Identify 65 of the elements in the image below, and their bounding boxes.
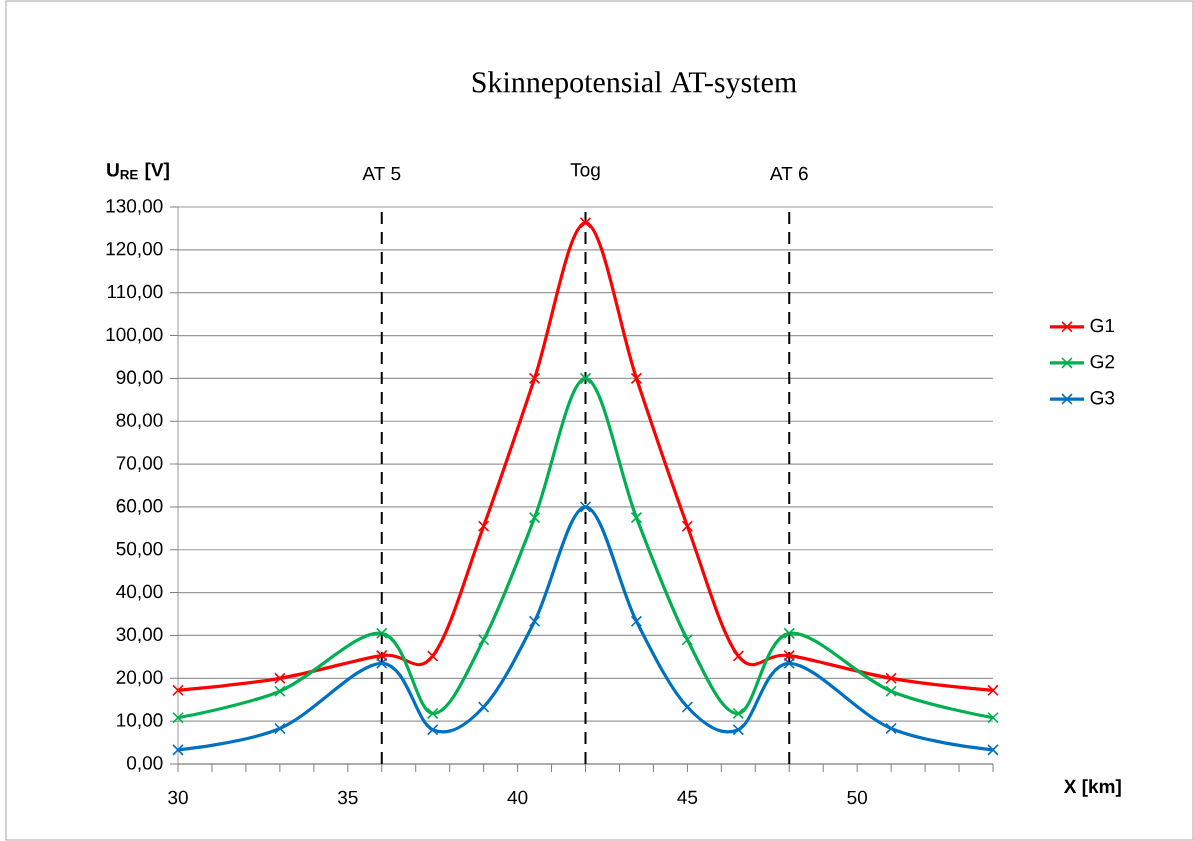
x-tick-label: 45 — [677, 790, 698, 804]
legend-label: G3 — [1090, 391, 1115, 405]
point — [987, 684, 999, 697]
y-tick-label: 120,00 — [106, 241, 163, 258]
point — [172, 711, 184, 724]
x-tick-label: 50 — [847, 790, 867, 805]
point — [732, 723, 745, 736]
ref-line-label: AT 5 — [362, 167, 401, 181]
y-tick-label: 10,00 — [117, 713, 163, 730]
ref-line-label: Tog — [570, 163, 600, 181]
point — [579, 217, 592, 229]
point — [528, 372, 541, 385]
point — [732, 707, 745, 720]
point — [477, 520, 490, 532]
y-tick-label: 20,00 — [116, 670, 163, 687]
point — [579, 372, 592, 385]
point — [376, 649, 388, 662]
x-tick-label: 40 — [507, 790, 528, 805]
legend-label: G1 — [1090, 318, 1115, 333]
point — [783, 657, 795, 670]
point — [630, 615, 643, 628]
y-tick-label: 60,00 — [116, 499, 163, 515]
y-tick-label: 40,00 — [116, 584, 163, 601]
point — [376, 627, 388, 640]
point — [783, 627, 795, 640]
ref-line-label: AT 6 — [769, 166, 808, 181]
text: U$_{RE}$ [V] — [107, 162, 169, 181]
point — [528, 511, 541, 524]
point — [426, 707, 439, 720]
point — [172, 684, 184, 697]
y-tick-label: 130,00 — [106, 199, 163, 215]
point — [681, 520, 694, 532]
point — [732, 650, 745, 662]
point — [274, 672, 286, 685]
point — [885, 672, 897, 685]
point — [885, 722, 897, 735]
y-tick-label: 110,00 — [108, 284, 163, 301]
point — [987, 711, 999, 724]
point — [172, 744, 184, 756]
y-tick-label: 0,00 — [127, 756, 163, 772]
y-tick-label: 50,00 — [116, 541, 163, 558]
point — [274, 722, 286, 735]
x-tick-label: 30 — [168, 790, 188, 805]
x-axis-title: X [km] — [1063, 779, 1121, 797]
point — [528, 615, 541, 628]
point — [630, 372, 643, 385]
point — [579, 501, 592, 513]
point — [477, 633, 490, 646]
x-tick-label: 35 — [337, 790, 358, 805]
point — [783, 649, 795, 662]
point — [426, 650, 439, 662]
point — [630, 511, 643, 524]
point — [885, 685, 897, 697]
point — [987, 744, 999, 756]
y-tick-label: 80,00 — [116, 413, 163, 430]
y-tick-label: 100,00 — [106, 327, 163, 344]
legend-label: G2 — [1090, 354, 1115, 369]
y-tick-label: 30,00 — [116, 627, 163, 644]
point — [426, 723, 439, 736]
chart-title: Skinnepotensial AT-system — [472, 71, 797, 99]
point — [274, 685, 286, 697]
y-tick-label: 70,00 — [116, 456, 163, 472]
point — [681, 633, 694, 646]
point — [376, 657, 388, 670]
y-tick-label: 90,00 — [116, 370, 163, 387]
